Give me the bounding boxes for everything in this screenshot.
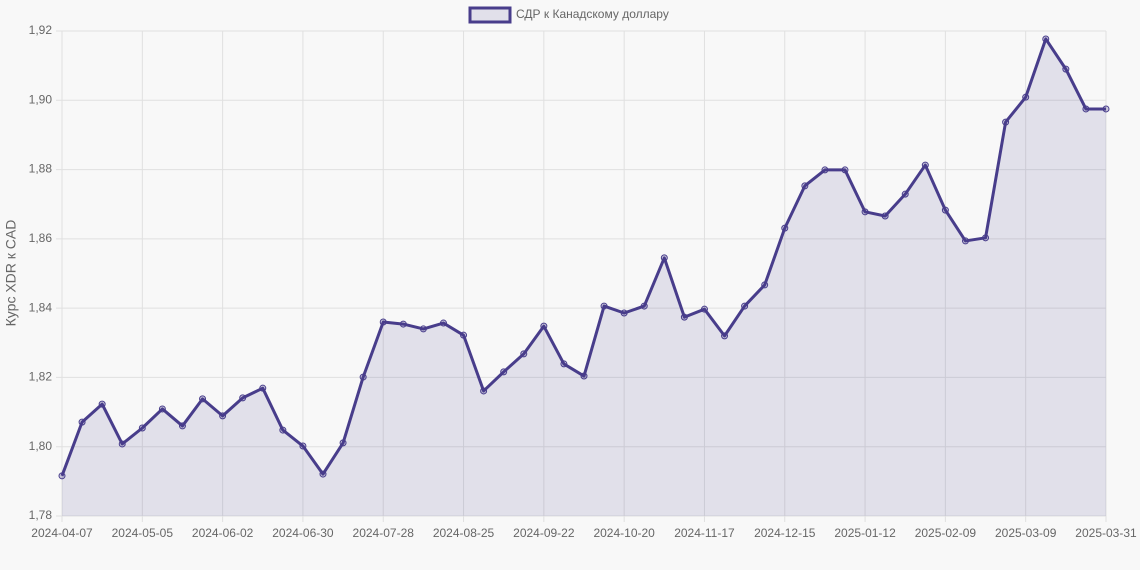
- point: [460, 331, 468, 339]
- x-tick-label: 2024-11-17: [674, 526, 735, 540]
- point: [620, 309, 628, 317]
- point: [901, 190, 909, 198]
- point: [158, 405, 166, 413]
- point: [560, 360, 568, 368]
- point: [299, 442, 307, 450]
- point: [700, 305, 708, 313]
- legend-label: СДР к Канадскому доллару: [516, 7, 669, 21]
- point: [178, 422, 186, 430]
- point: [781, 224, 789, 232]
- point: [961, 237, 969, 245]
- y-tick-label: 1,78: [29, 508, 53, 522]
- point: [741, 302, 749, 310]
- x-tick-label: 2025-03-09: [995, 526, 1057, 540]
- point: [1042, 35, 1050, 43]
- point: [319, 470, 327, 478]
- point: [821, 166, 829, 174]
- point: [118, 440, 126, 448]
- point: [199, 395, 207, 403]
- point: [78, 418, 86, 426]
- point: [1062, 65, 1070, 73]
- point: [279, 426, 287, 434]
- point: [500, 368, 508, 376]
- point: [660, 254, 668, 262]
- point: [801, 182, 809, 190]
- y-tick-label: 1,82: [29, 370, 53, 384]
- x-tick-label: 2024-05-05: [112, 526, 174, 540]
- point: [941, 206, 949, 214]
- x-tick-label: 2024-08-25: [433, 526, 495, 540]
- x-tick-label: 2025-02-09: [915, 526, 977, 540]
- x-tick-label: 2024-06-02: [192, 526, 254, 540]
- x-tick-label: 2024-10-20: [593, 526, 655, 540]
- y-axis-label: Курс XDR к CAD: [3, 220, 19, 327]
- y-tick-label: 1,92: [29, 23, 53, 37]
- point: [600, 302, 608, 310]
- point: [98, 400, 106, 408]
- y-tick-label: 1,86: [29, 231, 53, 245]
- point: [921, 161, 929, 169]
- y-tick-label: 1,90: [29, 92, 53, 106]
- point: [1002, 118, 1010, 126]
- point: [680, 313, 688, 321]
- point: [480, 387, 488, 395]
- point: [399, 320, 407, 328]
- x-tick-label: 2025-03-31: [1075, 526, 1137, 540]
- point: [359, 373, 367, 381]
- point: [861, 208, 869, 216]
- point: [259, 384, 267, 392]
- point: [239, 394, 247, 402]
- x-tick-label: 2024-06-30: [272, 526, 334, 540]
- point: [1082, 105, 1090, 113]
- point: [881, 212, 889, 220]
- x-tick-label: 2024-04-07: [31, 526, 93, 540]
- point: [339, 439, 347, 447]
- point: [138, 424, 146, 432]
- point: [1022, 93, 1030, 101]
- point: [761, 281, 769, 289]
- x-tick-label: 2025-01-12: [834, 526, 896, 540]
- point: [520, 350, 528, 358]
- point: [982, 234, 990, 242]
- point: [219, 412, 227, 420]
- point: [540, 322, 548, 330]
- point: [439, 319, 447, 327]
- x-tick-label: 2024-07-28: [353, 526, 415, 540]
- point: [419, 325, 427, 333]
- point: [580, 372, 588, 380]
- point: [379, 318, 387, 326]
- point: [58, 472, 66, 480]
- y-tick-label: 1,80: [29, 439, 53, 453]
- y-tick-label: 1,88: [29, 162, 53, 176]
- line: [60, 37, 1106, 477]
- area: [62, 38, 1106, 516]
- point: [721, 332, 729, 340]
- point: [1102, 105, 1110, 113]
- point: [640, 302, 648, 310]
- point: [841, 166, 849, 174]
- legend-swatch: [468, 6, 512, 24]
- y-tick-label: 1,84: [29, 300, 53, 314]
- x-tick-label: 2024-12-15: [754, 526, 816, 540]
- x-tick-label: 2024-09-22: [513, 526, 575, 540]
